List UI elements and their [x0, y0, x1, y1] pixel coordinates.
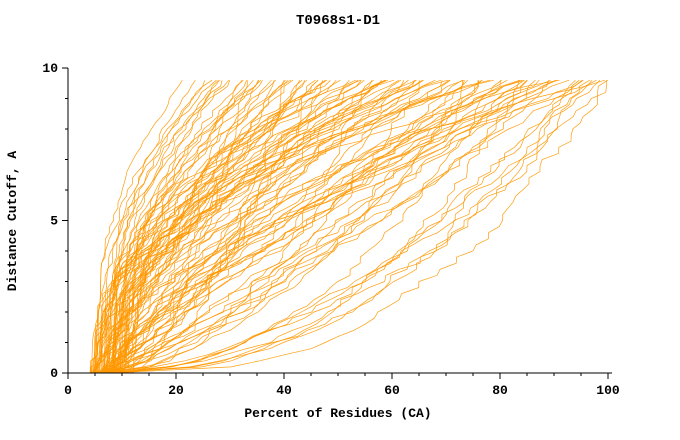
- model-curve: [107, 80, 263, 374]
- model-curve: [97, 79, 362, 374]
- model-curve: [102, 79, 523, 374]
- model-curve: [109, 79, 597, 374]
- model-curve: [115, 79, 424, 374]
- model-curve: [92, 79, 395, 374]
- model-curve: [118, 79, 417, 374]
- model-curve: [116, 79, 326, 374]
- x-tick-label: 80: [492, 383, 508, 398]
- model-curve: [103, 79, 483, 374]
- model-curve: [94, 80, 196, 374]
- model-curve: [117, 79, 350, 374]
- model-curve: [104, 79, 520, 374]
- model-curve: [105, 79, 217, 374]
- model-curve: [108, 79, 243, 374]
- x-tick-label: 100: [596, 383, 620, 398]
- model-curve: [100, 79, 303, 374]
- y-tick-label: 10: [42, 61, 58, 76]
- tick-labels: 0 20 40 60 80 100 0 5 10: [42, 61, 620, 398]
- model-curve: [109, 80, 415, 374]
- y-axis-label: Distance Cutoff, A: [5, 151, 20, 292]
- model-curve: [102, 79, 374, 374]
- model-curve: [101, 79, 286, 374]
- model-curve: [97, 79, 491, 374]
- model-curve: [106, 80, 247, 374]
- model-curve: [119, 80, 260, 374]
- model-curve: [90, 79, 365, 374]
- model-curve: [92, 79, 560, 374]
- model-curve: [97, 79, 583, 374]
- model-curve: [102, 80, 373, 374]
- y-tick-label: 0: [50, 366, 58, 381]
- model-curve: [131, 79, 557, 374]
- model-curve: [108, 79, 558, 374]
- model-curve: [112, 79, 570, 374]
- model-curve: [111, 79, 319, 374]
- model-curve: [90, 79, 463, 374]
- model-curve: [108, 79, 276, 374]
- model-curve: [93, 79, 213, 374]
- model-curve: [106, 80, 550, 374]
- x-axis-label: Percent of Residues (CA): [244, 406, 431, 421]
- model-curve: [109, 79, 590, 374]
- model-curve: [110, 79, 294, 374]
- model-curve: [107, 79, 402, 374]
- model-curve: [107, 79, 525, 374]
- model-curve: [111, 79, 601, 374]
- chart-title: T0968s1-D1: [296, 13, 380, 29]
- model-curve: [119, 79, 494, 374]
- model-curve: [103, 79, 423, 374]
- model-curve: [102, 79, 230, 374]
- model-curve: [107, 79, 448, 374]
- model-curve: [112, 79, 244, 374]
- y-tick-label: 5: [50, 214, 58, 229]
- model-curve: [96, 79, 580, 374]
- model-curve: [102, 79, 436, 374]
- model-curve: [127, 79, 551, 374]
- model-curve: [107, 79, 528, 374]
- model-curve: [105, 80, 520, 374]
- axes: [62, 67, 612, 379]
- model-curve: [110, 79, 593, 374]
- model-curve: [111, 79, 608, 374]
- model-curve: [107, 79, 386, 374]
- model-curve: [95, 80, 259, 374]
- model-curve: [95, 80, 301, 374]
- x-tick-label: 60: [384, 383, 400, 398]
- curves: [89, 79, 608, 374]
- model-curve: [96, 79, 356, 374]
- model-curve: [107, 79, 584, 374]
- model-curve: [102, 79, 409, 374]
- model-curve: [94, 79, 386, 374]
- model-curve: [112, 79, 219, 374]
- model-curve: [99, 79, 450, 374]
- x-tick-label: 20: [168, 383, 184, 398]
- model-curve: [94, 79, 341, 374]
- model-curve: [115, 79, 605, 374]
- model-curve: [110, 79, 576, 374]
- model-curve: [99, 80, 608, 374]
- x-tick-label: 40: [276, 383, 292, 398]
- x-tick-label: 0: [64, 383, 72, 398]
